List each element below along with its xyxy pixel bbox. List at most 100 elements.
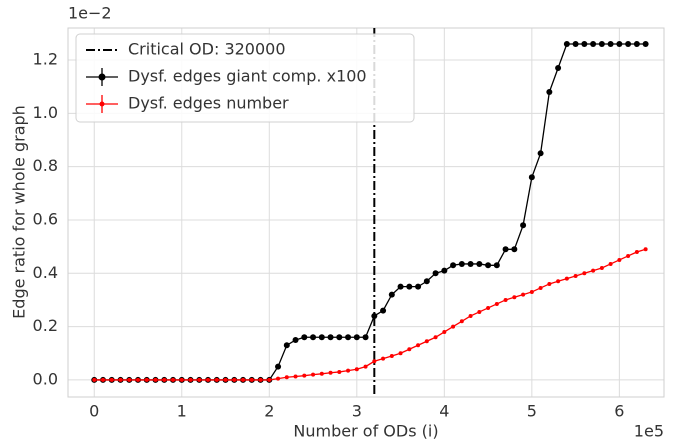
data-point (546, 88, 553, 95)
data-point (416, 343, 421, 348)
x-axis-label: Number of ODs (i) (293, 422, 438, 441)
legend-swatch (99, 101, 105, 107)
data-point (502, 246, 509, 253)
legend-box (75, 33, 415, 123)
legend-swatch (98, 73, 106, 81)
data-point (598, 40, 605, 47)
legend-label: Critical OD: 320000 (128, 40, 286, 59)
y-tick-label: 0.2 (33, 316, 58, 335)
data-point (284, 375, 289, 380)
data-point (503, 297, 508, 302)
data-point (407, 347, 412, 352)
data-point (345, 334, 352, 341)
data-point (511, 246, 518, 253)
data-point (241, 377, 246, 382)
data-point (476, 260, 483, 267)
data-point (276, 376, 281, 381)
data-point (608, 261, 613, 266)
data-point (267, 377, 272, 382)
y-offset-label: 1e−2 (68, 4, 112, 23)
data-point (642, 40, 649, 47)
x-tick-label: 0 (89, 402, 99, 421)
data-point (564, 276, 569, 281)
data-point (424, 339, 429, 344)
plot-frame (67, 27, 665, 398)
x-tick-label: 2 (264, 402, 274, 421)
data-point (197, 377, 202, 382)
y-axis-label: Edge ratio for whole graph (10, 105, 29, 319)
x-tick-label: 1 (177, 402, 187, 421)
x-tick-label: 6 (614, 402, 624, 421)
data-point (275, 363, 282, 370)
data-point (398, 351, 403, 356)
data-point (389, 353, 394, 358)
data-point (362, 334, 369, 341)
data-point (109, 377, 114, 382)
data-point (441, 267, 448, 274)
data-point (127, 377, 132, 382)
data-point (590, 40, 597, 47)
data-point (136, 377, 141, 382)
data-point (563, 40, 570, 47)
data-point (547, 281, 552, 286)
data-point (591, 268, 596, 273)
legend-label: Dysf. edges giant comp. x100 (128, 67, 367, 86)
data-point (258, 377, 263, 382)
data-point (301, 334, 308, 341)
data-point (363, 364, 368, 369)
data-point (302, 373, 307, 378)
y-tick-label: 0.8 (33, 156, 58, 175)
y-tick-label: 1.0 (33, 103, 58, 122)
data-point (493, 262, 500, 269)
legend-label: Dysf. edges number (128, 94, 289, 113)
data-point (468, 313, 473, 318)
y-tick-label: 0.4 (33, 263, 58, 282)
data-point (101, 377, 106, 382)
y-tick-label: 0.0 (33, 369, 58, 388)
data-point (153, 377, 158, 382)
data-point (144, 377, 149, 382)
data-point (249, 377, 254, 382)
data-point (582, 271, 587, 276)
y-tick-label: 1.2 (33, 49, 58, 68)
x-tick-label: 4 (439, 402, 449, 421)
data-point (486, 305, 491, 310)
x-tick-label: 5 (527, 402, 537, 421)
data-point (188, 377, 193, 382)
data-point (388, 291, 395, 298)
data-point (485, 262, 492, 269)
data-point (634, 249, 639, 254)
data-point (380, 307, 387, 314)
data-point (423, 278, 430, 285)
data-point (354, 367, 359, 372)
data-point (512, 295, 517, 300)
data-point (556, 279, 561, 284)
data-point (353, 334, 360, 341)
data-point (432, 270, 439, 277)
data-point (450, 262, 457, 269)
data-point (337, 369, 342, 374)
data-point (310, 334, 317, 341)
data-point (451, 324, 456, 329)
x-tick-label: 3 (352, 402, 362, 421)
data-point (214, 377, 219, 382)
data-point (477, 309, 482, 314)
data-point (346, 368, 351, 373)
data-point (406, 283, 413, 290)
data-point (397, 283, 404, 290)
data-point (336, 334, 343, 341)
data-point (293, 374, 298, 379)
data-point (381, 356, 386, 361)
data-point (494, 301, 499, 306)
data-point (433, 335, 438, 340)
data-point (311, 372, 316, 377)
data-point (223, 377, 228, 382)
data-point (528, 174, 535, 181)
data-point (617, 257, 622, 262)
x-offset-label: 1e5 (634, 422, 664, 441)
data-point (415, 283, 422, 290)
data-point (206, 377, 211, 382)
data-point (599, 265, 604, 270)
data-point (118, 377, 123, 382)
